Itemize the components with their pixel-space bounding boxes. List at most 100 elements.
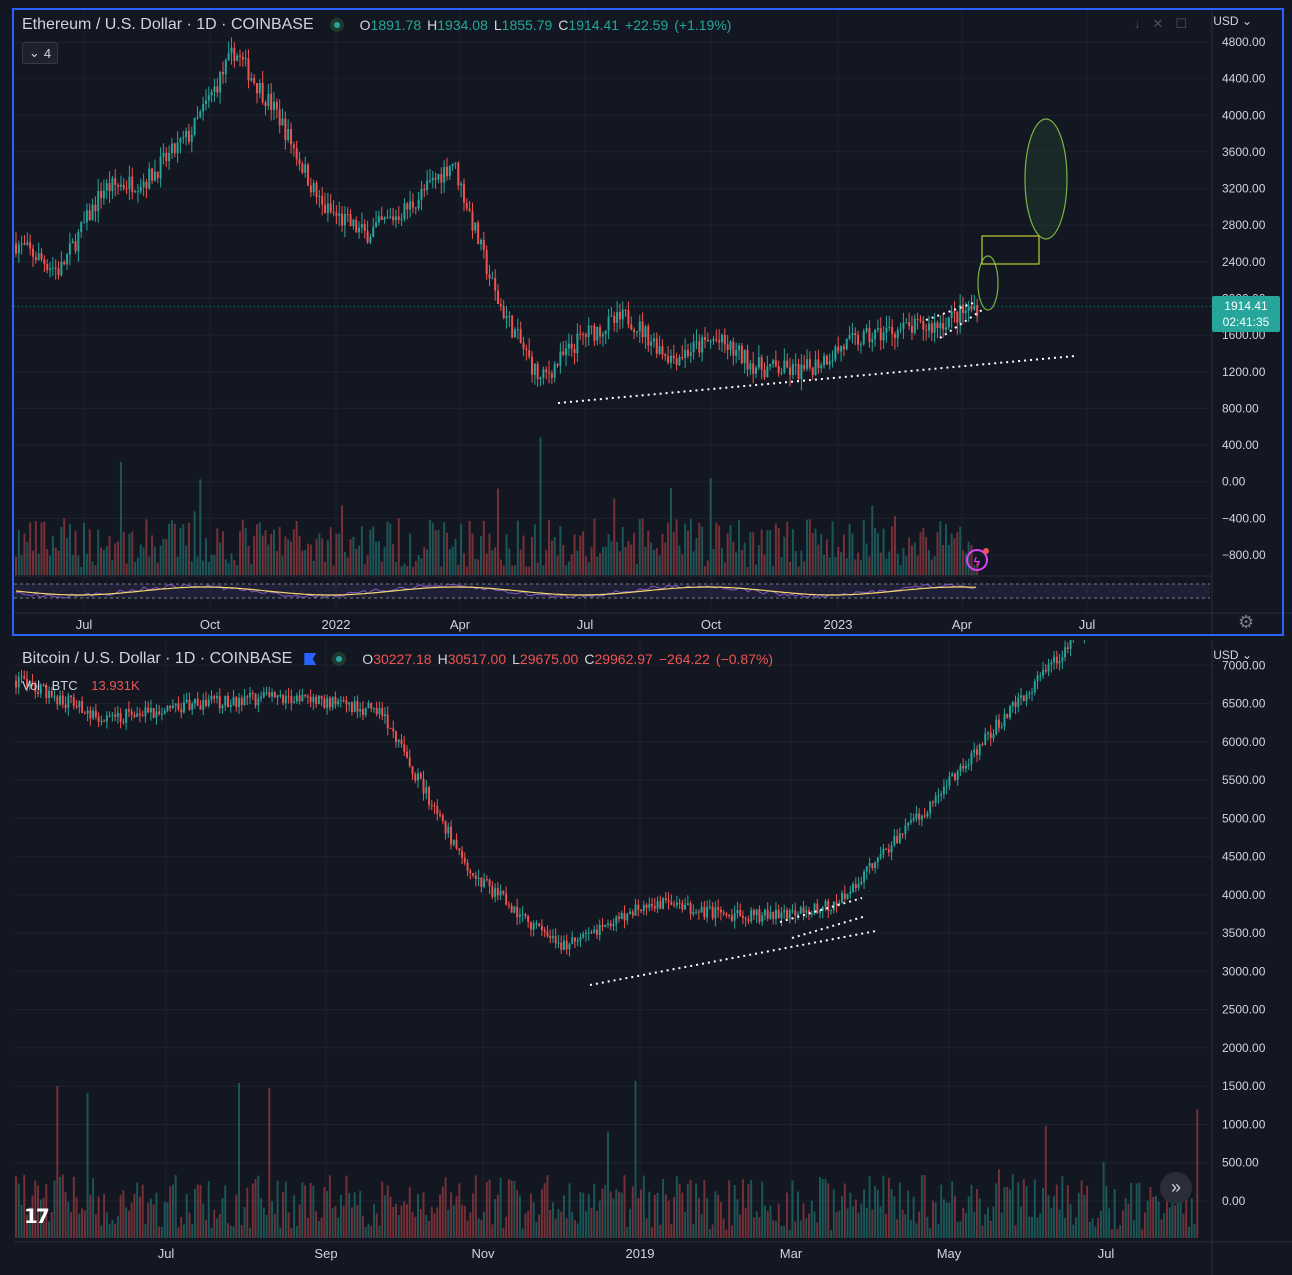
volume-bar bbox=[202, 560, 205, 575]
volume-bar bbox=[937, 1223, 940, 1238]
volume-bar bbox=[505, 1216, 508, 1238]
volume-bar bbox=[485, 553, 488, 575]
volume-bar bbox=[827, 1183, 830, 1238]
candle-body bbox=[763, 909, 766, 916]
close-icon[interactable]: ✕ bbox=[1152, 16, 1164, 31]
volume-bar bbox=[91, 561, 94, 575]
candle-body bbox=[820, 365, 823, 369]
volume-bar bbox=[1168, 1207, 1171, 1238]
volume-bar bbox=[757, 545, 760, 575]
candle-body bbox=[406, 751, 408, 758]
volume-bar bbox=[471, 533, 474, 575]
gear-icon[interactable]: ⚙ bbox=[1238, 612, 1255, 632]
btc-change-pct: (−0.87%) bbox=[715, 651, 774, 667]
volume-bar bbox=[860, 1203, 863, 1238]
volume-bar bbox=[1025, 1186, 1028, 1238]
volume-bar bbox=[1039, 1213, 1042, 1238]
volume-bar bbox=[1188, 1226, 1190, 1238]
volume-bar bbox=[348, 1193, 351, 1238]
candle-body bbox=[397, 216, 400, 220]
volume-bar bbox=[309, 544, 312, 575]
candle-body bbox=[251, 692, 254, 695]
eth-currency-select[interactable]: USD ⌄ bbox=[1213, 14, 1252, 28]
volume-bar bbox=[825, 539, 828, 575]
volume-bar bbox=[304, 549, 307, 575]
volume-bar bbox=[77, 555, 80, 575]
volume-bar bbox=[1064, 1218, 1067, 1238]
candle-body bbox=[389, 727, 392, 729]
candle-body bbox=[761, 915, 764, 922]
volume-bar bbox=[491, 1224, 494, 1238]
candle-body bbox=[264, 102, 267, 107]
candle-body bbox=[326, 203, 329, 214]
maximize-icon[interactable]: ☐ bbox=[1175, 16, 1188, 31]
candle-body bbox=[629, 911, 631, 914]
candle-body bbox=[741, 916, 744, 919]
volume-bar bbox=[891, 526, 894, 575]
market-status-icon[interactable] bbox=[329, 18, 344, 32]
volume-bar bbox=[645, 1218, 648, 1238]
btc-chart[interactable]: 7000.006500.006000.005500.005000.004500.… bbox=[0, 640, 1292, 1275]
btc-currency-select[interactable]: USD ⌄ bbox=[1213, 648, 1252, 662]
move-down-icon[interactable]: ↓ bbox=[1134, 16, 1141, 31]
candle-body bbox=[505, 315, 508, 319]
eth-high: 1934.08 bbox=[437, 17, 488, 33]
candle-body bbox=[125, 188, 128, 190]
candle-body bbox=[678, 902, 681, 904]
volume-bar bbox=[887, 1177, 890, 1238]
volume-bar bbox=[565, 565, 568, 575]
volume-bar bbox=[976, 1189, 978, 1238]
candle-body bbox=[976, 749, 978, 755]
volume-bar bbox=[462, 553, 465, 575]
volume-bar bbox=[802, 1203, 805, 1238]
lightning-alert-icon[interactable]: ϟ bbox=[966, 548, 989, 571]
candle-body bbox=[1058, 661, 1061, 664]
volume-bar bbox=[896, 1219, 899, 1238]
candle-body bbox=[817, 359, 820, 369]
volume-bar bbox=[838, 1210, 841, 1238]
candle-body bbox=[746, 349, 749, 370]
volume-bar bbox=[613, 498, 616, 575]
candle-body bbox=[49, 268, 52, 270]
volume-bar bbox=[1033, 1179, 1036, 1238]
candle-body bbox=[584, 334, 587, 337]
x-tick-label: Jul bbox=[76, 617, 93, 632]
volume-bar bbox=[987, 1207, 989, 1238]
market-status-icon[interactable] bbox=[332, 652, 347, 666]
candle-body bbox=[890, 845, 893, 853]
candle-body bbox=[621, 309, 624, 320]
candle-body bbox=[57, 268, 60, 276]
volume-bar bbox=[335, 533, 338, 575]
indicators-collapse-button[interactable]: ⌄ 4 bbox=[22, 42, 58, 64]
candle-body bbox=[528, 350, 531, 357]
candle-body bbox=[540, 925, 543, 931]
volume-bar bbox=[445, 532, 448, 575]
volume-bar bbox=[635, 564, 638, 575]
volume-bar bbox=[162, 538, 165, 575]
flag-icon[interactable] bbox=[304, 653, 317, 665]
candle-body bbox=[616, 311, 619, 323]
volume-bar bbox=[419, 1208, 422, 1238]
candle-body bbox=[42, 684, 45, 686]
volume-bar bbox=[210, 554, 213, 575]
volume-bar bbox=[100, 1225, 103, 1238]
volume-bar bbox=[331, 1208, 334, 1238]
candle-body bbox=[497, 290, 499, 304]
candle-body bbox=[562, 351, 565, 355]
volume-bar bbox=[51, 535, 54, 575]
volume-bar bbox=[849, 1192, 852, 1238]
candle-body bbox=[719, 909, 722, 913]
volume-bar bbox=[1014, 1225, 1017, 1238]
volume-bar bbox=[383, 547, 386, 575]
candle-body bbox=[23, 676, 26, 679]
volume-bar bbox=[711, 1224, 714, 1238]
scroll-to-realtime-icon[interactable]: » bbox=[1160, 1172, 1192, 1204]
eth-open: 1891.78 bbox=[370, 17, 422, 33]
volume-bar bbox=[964, 552, 967, 575]
x-tick-label: Oct bbox=[701, 617, 722, 632]
eth-chart[interactable]: 4800.004400.004000.003600.003200.002800.… bbox=[0, 0, 1292, 640]
volume-bar bbox=[45, 1184, 48, 1238]
tradingview-logo-icon[interactable]: 𝟭𝟳 bbox=[24, 1206, 50, 1228]
volume-bar bbox=[1028, 1216, 1031, 1238]
volume-bar bbox=[689, 1179, 692, 1238]
